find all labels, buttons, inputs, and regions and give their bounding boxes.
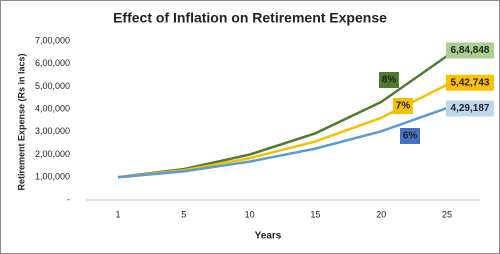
end-label: 4,29,187 — [451, 103, 490, 114]
x-tick-label: 10 — [245, 209, 255, 219]
series-name-box — [400, 128, 420, 144]
x-tick-label: 1 — [115, 209, 120, 219]
legend-label: 7% — [396, 101, 411, 112]
end-label-box — [446, 42, 494, 59]
end-label: 5,42,743 — [451, 77, 490, 88]
y-axis-label: Retirement Expense (Rs in lacs) — [16, 53, 26, 190]
y-tick-label: - — [67, 194, 70, 204]
legend-label: 6% — [403, 131, 418, 142]
chart-title: Effect of Inflation on Retirement Expens… — [113, 10, 387, 26]
x-tick-label: 5 — [181, 209, 186, 219]
y-tick-label: 5,00,000 — [35, 81, 70, 91]
series-name-box — [393, 98, 413, 114]
x-tick-label: 20 — [376, 209, 386, 219]
x-tick-label: 25 — [442, 209, 452, 219]
y-tick-label: 6,00,000 — [35, 58, 70, 68]
y-tick-label: 7,00,000 — [35, 35, 70, 45]
y-tick-label: 4,00,000 — [35, 104, 70, 114]
y-tick-label: 3,00,000 — [35, 126, 70, 136]
end-label: 6,84,848 — [451, 45, 490, 56]
legend-label: 8% — [382, 75, 397, 86]
y-tick-label: 1,00,000 — [35, 172, 70, 182]
y-tick-label: 2,00,000 — [35, 149, 70, 159]
end-label-box — [446, 74, 494, 91]
x-axis-label: Years — [255, 231, 282, 242]
x-tick-label: 15 — [310, 209, 320, 219]
end-label-box — [446, 100, 494, 117]
line-series — [117, 106, 448, 179]
series-name-box — [379, 72, 399, 88]
